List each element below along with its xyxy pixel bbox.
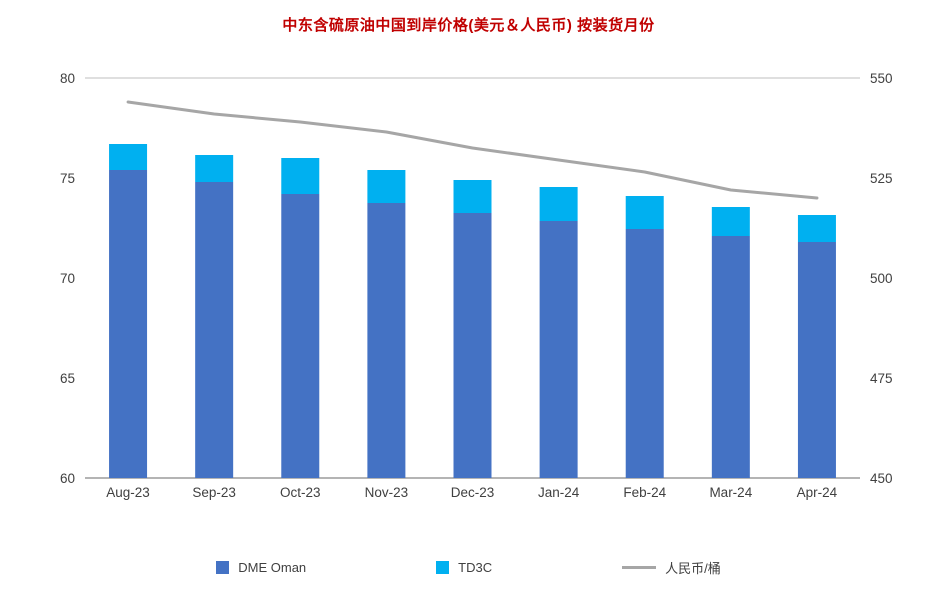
- bar-td3c: [539, 187, 578, 221]
- legend-item-dme-oman[interactable]: DME Oman: [216, 560, 306, 575]
- category-label: Feb-24: [623, 485, 666, 500]
- legend-item-rmb-line[interactable]: 人民币/桶: [622, 558, 721, 577]
- bar-dme-oman: [711, 236, 750, 478]
- right-axis-tick-label: 550: [870, 71, 893, 86]
- category-label: Oct-23: [280, 485, 321, 500]
- bar-dme-oman: [195, 182, 234, 478]
- legend-label-td3c: TD3C: [458, 560, 493, 575]
- left-axis-tick-label: 65: [60, 371, 75, 386]
- rmb-per-barrel-line: [126, 100, 819, 200]
- left-axis-tick-label: 75: [60, 171, 75, 186]
- bar-td3c: [625, 196, 664, 229]
- right-axis-tick-label: 500: [870, 271, 893, 286]
- chart-title: 中东含硫原油中国到岸价格(美元＆人民币) 按装货月份: [282, 17, 655, 34]
- legend-label-dme-oman: DME Oman: [238, 560, 307, 575]
- category-label: Apr-24: [797, 485, 838, 500]
- category-label: Sep-23: [192, 485, 236, 500]
- bar-dme-oman: [453, 213, 492, 478]
- left-axis-tick-label: 70: [60, 271, 75, 286]
- dme-oman-swatch: [216, 561, 230, 574]
- bar-dme-oman: [539, 221, 578, 478]
- bar-td3c: [453, 180, 492, 213]
- bar-dme-oman: [797, 242, 836, 478]
- bar-dme-oman: [367, 203, 406, 478]
- category-label: Nov-23: [365, 485, 409, 500]
- right-axis-tick-label: 450: [870, 471, 893, 486]
- category-label: Aug-23: [106, 485, 150, 500]
- bar-td3c: [109, 144, 148, 170]
- bar-td3c: [195, 155, 234, 182]
- bar-dme-oman: [281, 194, 320, 478]
- bar-dme-oman: [109, 170, 148, 478]
- legend-item-td3c[interactable]: TD3C: [436, 560, 492, 575]
- category-label: Mar-24: [709, 485, 752, 500]
- left-axis-tick-label: 80: [60, 71, 75, 86]
- bar-dme-oman: [625, 229, 664, 478]
- right-axis-tick-label: 525: [870, 171, 893, 186]
- legend-label-rmb: 人民币/桶: [665, 561, 721, 576]
- left-axis-tick-label: 60: [60, 471, 75, 486]
- rmb-line-swatch: [622, 566, 657, 569]
- bar-td3c: [797, 215, 836, 242]
- category-label: Jan-24: [538, 485, 580, 500]
- chart-legend: DME Oman TD3C 人民币/桶: [0, 558, 937, 577]
- bar-td3c: [367, 170, 406, 203]
- td3c-swatch: [436, 561, 450, 574]
- category-label: Dec-23: [451, 485, 495, 500]
- bar-td3c: [281, 158, 320, 194]
- right-axis-tick-label: 475: [870, 371, 893, 386]
- bar-td3c: [711, 207, 750, 236]
